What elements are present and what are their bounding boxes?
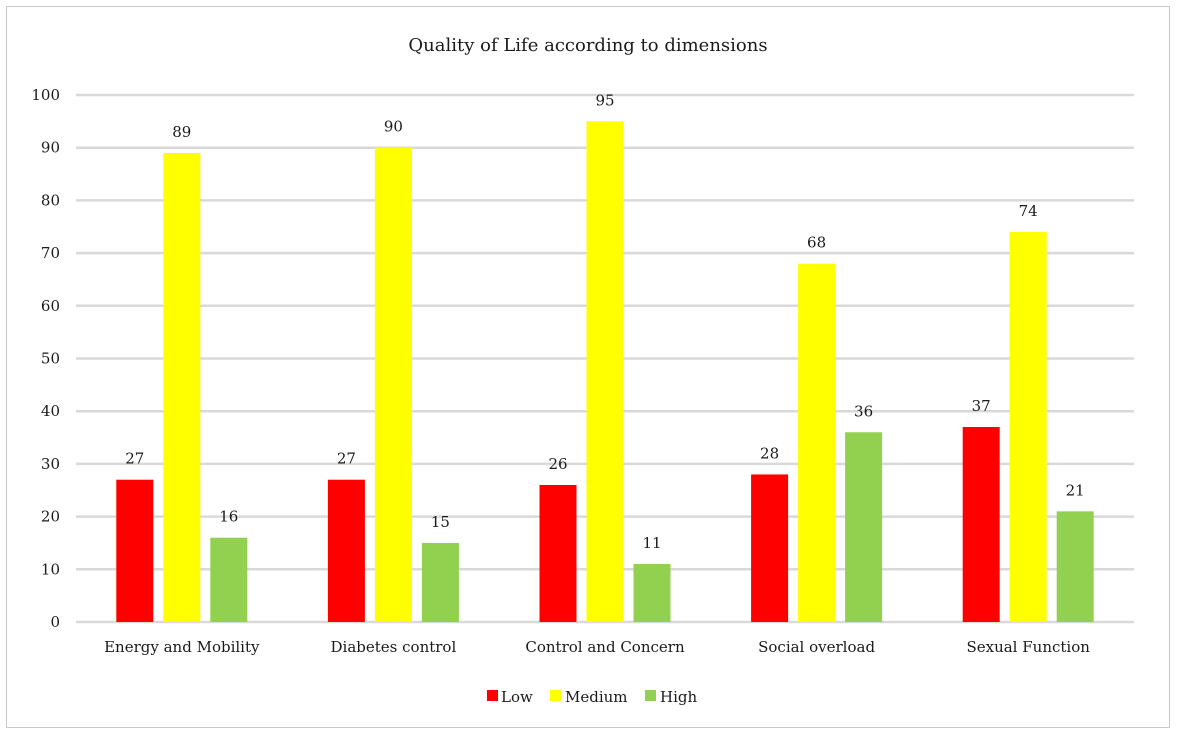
data-label: 74 <box>1019 202 1038 220</box>
y-tick-label: 10 <box>41 560 60 578</box>
bar-low <box>327 479 365 622</box>
bar-medium <box>1009 232 1047 622</box>
bar-low <box>751 474 789 622</box>
bar-high <box>845 432 883 622</box>
bar-high <box>1056 511 1094 622</box>
legend-label-low: Low <box>501 688 533 706</box>
bar-medium <box>163 152 201 622</box>
legend-swatch-low <box>487 690 498 701</box>
bar-low <box>962 427 1000 622</box>
y-axis-ticks: 0 10 20 30 40 50 60 70 80 90 100 <box>31 86 60 631</box>
legend-label-high: High <box>660 688 697 706</box>
bar-high <box>421 542 459 622</box>
data-label: 21 <box>1066 481 1085 499</box>
bar-low <box>539 484 577 622</box>
bar-high <box>210 537 248 622</box>
y-tick-label: 20 <box>41 508 60 526</box>
data-label: 27 <box>125 450 144 468</box>
bar-high <box>633 564 671 622</box>
y-tick-label: 50 <box>41 350 60 368</box>
data-label: 89 <box>172 123 191 141</box>
bar-medium <box>374 147 412 622</box>
data-label: 37 <box>972 397 991 415</box>
bar-medium <box>798 263 836 622</box>
y-tick-label: 60 <box>41 297 60 315</box>
chart-title: Quality of Life according to dimensions <box>408 35 767 56</box>
bar-medium <box>586 121 624 622</box>
y-tick-label: 90 <box>41 139 60 157</box>
data-label: 28 <box>760 444 779 462</box>
data-label: 95 <box>595 91 614 109</box>
data-label: 26 <box>548 455 567 473</box>
legend-swatch-high <box>645 690 656 701</box>
y-tick-label: 100 <box>31 86 60 104</box>
data-labels: 27 89 16 27 90 15 26 95 11 28 68 36 37 74 21 <box>125 91 1084 552</box>
y-tick-label: 40 <box>41 402 60 420</box>
bars <box>116 121 1094 622</box>
data-label: 11 <box>642 534 661 552</box>
x-axis-categories: Energy and Mobility Diabetes control Contr… <box>104 638 1090 656</box>
data-label: 90 <box>384 118 403 136</box>
data-label: 27 <box>337 450 356 468</box>
x-category-label: Sexual Function <box>966 638 1090 656</box>
data-label: 36 <box>854 402 873 420</box>
bar-low <box>116 479 154 622</box>
y-tick-label: 70 <box>41 244 60 262</box>
x-category-label: Social overload <box>758 638 875 656</box>
data-label: 16 <box>219 508 238 526</box>
x-category-label: Energy and Mobility <box>104 638 260 656</box>
x-category-label: Diabetes control <box>331 638 457 656</box>
x-category-label: Control and Concern <box>525 638 685 656</box>
legend-swatch-medium <box>550 690 561 701</box>
y-tick-label: 30 <box>41 455 60 473</box>
data-label: 68 <box>807 234 826 252</box>
y-tick-label: 80 <box>41 191 60 209</box>
legend: Low Medium High <box>487 688 697 706</box>
legend-label-medium: Medium <box>565 688 628 706</box>
y-tick-label: 0 <box>50 613 60 631</box>
data-label: 15 <box>431 513 450 531</box>
